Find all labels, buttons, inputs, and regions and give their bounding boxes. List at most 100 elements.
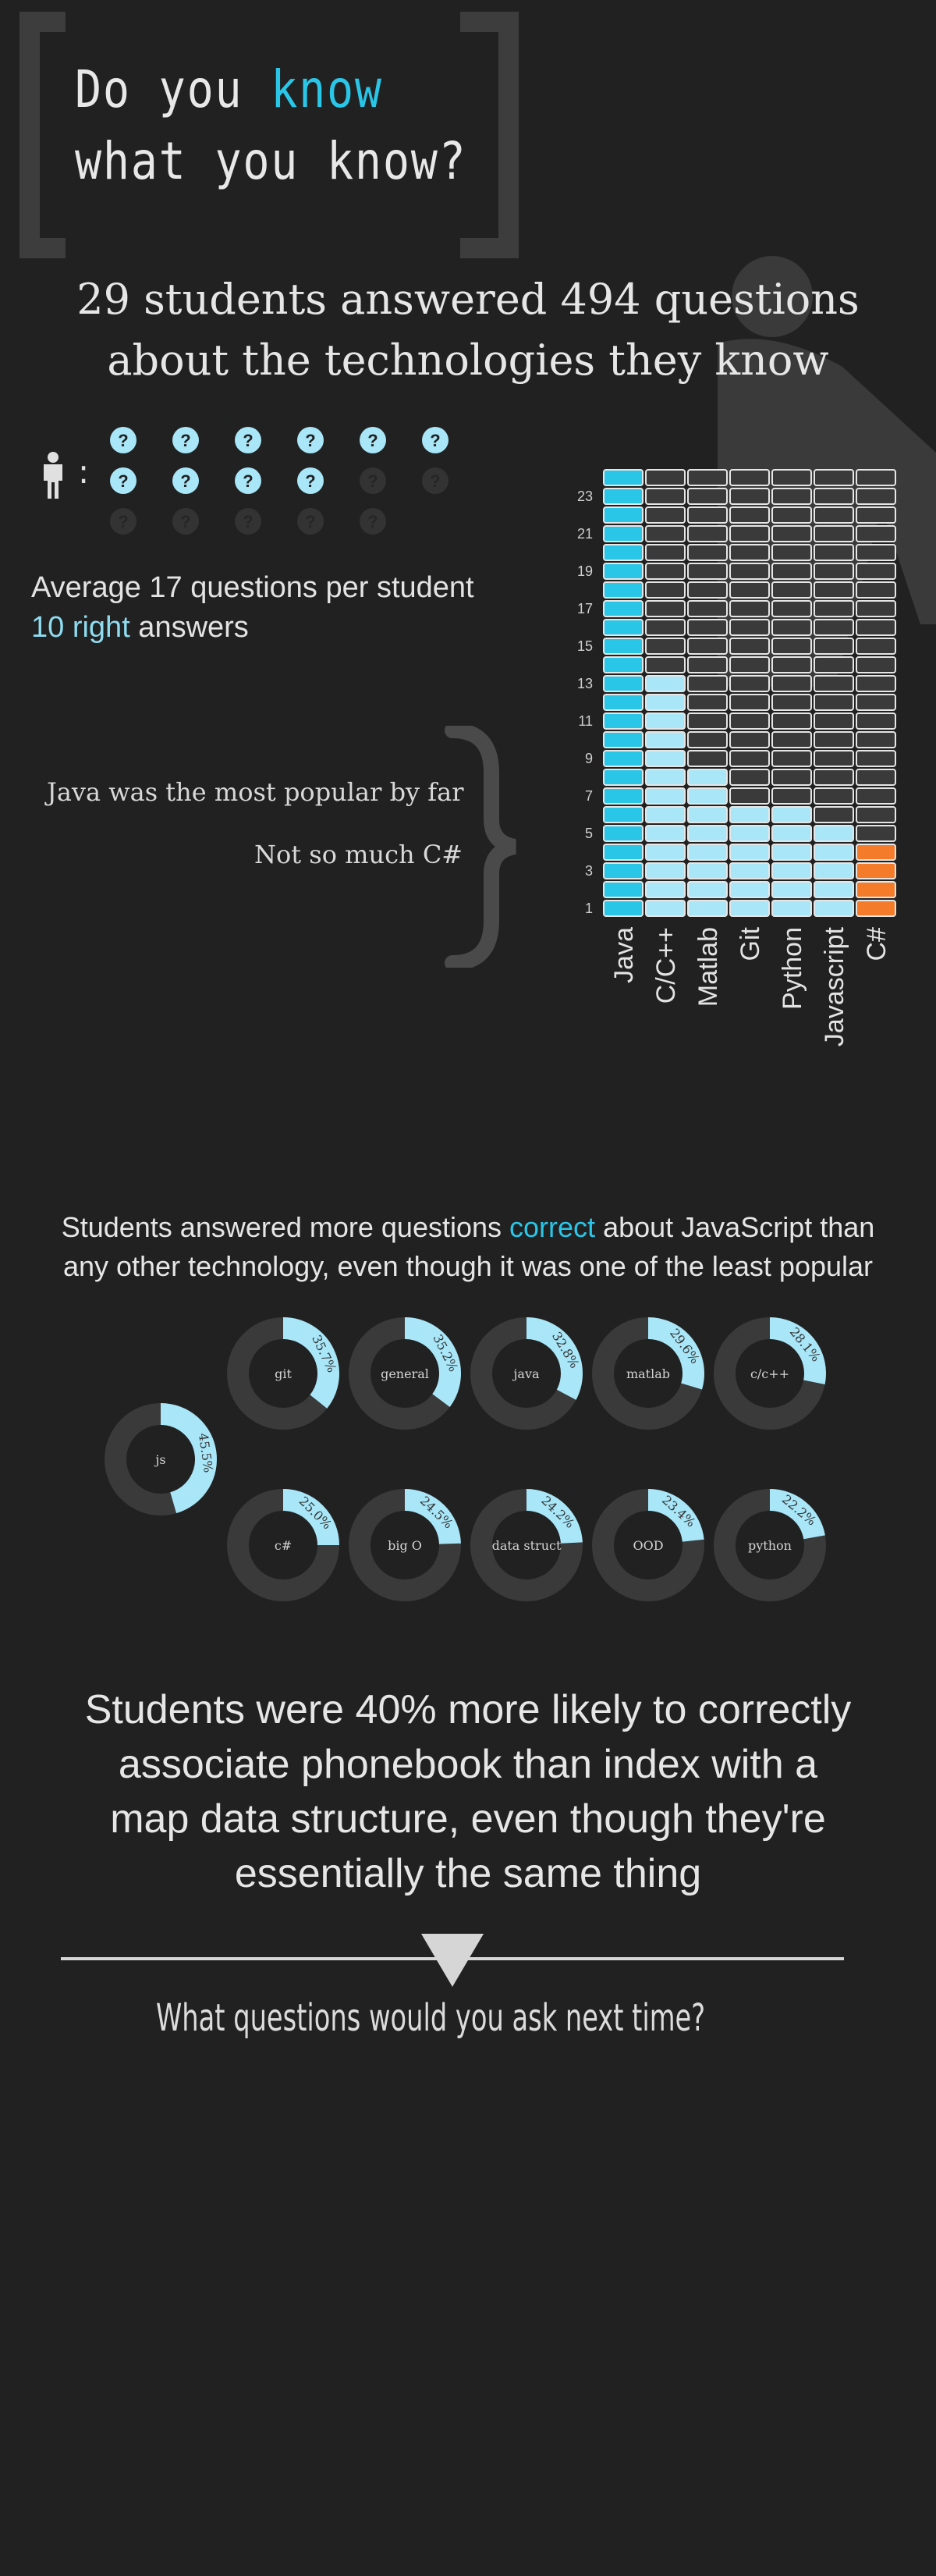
bar-unit-empty — [687, 506, 728, 524]
bar-unit-empty — [645, 525, 686, 542]
y-tick-label: 15 — [577, 638, 593, 654]
bar-unit-empty — [856, 769, 896, 786]
bar-unit-filled — [645, 825, 686, 842]
bar-unit-empty — [856, 638, 896, 655]
bar-unit-empty — [645, 656, 686, 673]
y-tick-label: 23 — [577, 489, 593, 504]
svg-text:?: ? — [180, 512, 190, 531]
bar-unit-empty — [687, 469, 728, 486]
bar-unit-filled — [771, 862, 812, 879]
bar-unit-empty — [687, 563, 728, 580]
bar-unit-filled — [645, 750, 686, 767]
bar-unit-filled — [645, 731, 686, 748]
bar-unit-filled — [603, 600, 644, 617]
title-bracket-frame — [20, 12, 519, 258]
bar-unit-filled — [645, 900, 686, 917]
bar-unit-empty — [687, 675, 728, 692]
bar-unit-filled — [814, 881, 854, 898]
svg-text:?: ? — [180, 431, 190, 450]
svg-text:?: ? — [430, 471, 440, 491]
bar-unit-filled — [603, 694, 644, 711]
bar-unit-empty — [645, 469, 686, 486]
bar-unit-empty — [771, 750, 812, 767]
bar-unit-empty — [687, 544, 728, 561]
bar-unit-empty — [687, 600, 728, 617]
bar-unit-empty — [771, 638, 812, 655]
bar-unit-empty — [687, 750, 728, 767]
bar-unit-empty — [729, 619, 770, 636]
title-text: Do you — [75, 59, 271, 119]
bar-unit-empty — [687, 638, 728, 655]
donut-slice — [282, 1489, 339, 1546]
bar-unit-filled — [645, 862, 686, 879]
bar-unit-filled — [603, 769, 644, 786]
right-answers-suffix: answers — [129, 611, 249, 644]
bar-unit-filled — [687, 881, 728, 898]
bar-unit-empty — [814, 525, 854, 542]
closing-question: What questions would you ask next time? — [156, 1996, 706, 2040]
donut-category-label: c/c++ — [750, 1366, 789, 1381]
finding-highlight: correct — [509, 1211, 596, 1243]
bar-unit-empty — [856, 787, 896, 805]
bar-unit-empty — [856, 600, 896, 617]
bar-unit-empty — [729, 769, 770, 786]
bar-unit-empty — [645, 563, 686, 580]
question-circle-icon: ? — [360, 427, 386, 453]
bar-unit-filled — [771, 844, 812, 861]
bar-unit-filled — [645, 806, 686, 823]
bar-unit-filled — [603, 900, 644, 917]
svg-text:?: ? — [180, 471, 190, 491]
bar-unit-filled — [603, 469, 644, 486]
bar-unit-empty — [771, 563, 812, 580]
bar-unit-empty — [729, 600, 770, 617]
bar-unit-empty — [729, 544, 770, 561]
bar-unit-empty — [771, 694, 812, 711]
bar-unit-filled — [771, 806, 812, 823]
question-circle-icon: ? — [297, 427, 324, 453]
x-tick-label: Git — [736, 926, 765, 961]
bar-unit-filled — [645, 769, 686, 786]
bar-unit-empty — [814, 488, 854, 505]
bar-unit-filled — [814, 900, 854, 917]
bar-unit-empty — [771, 675, 812, 692]
bar-unit-empty — [729, 525, 770, 542]
bar-unit-filled — [814, 825, 854, 842]
svg-text:?: ? — [367, 431, 378, 450]
bar-unit-empty — [687, 694, 728, 711]
donut-js: js 45.5% — [105, 1403, 217, 1515]
java-note: Java was the most popular by far — [47, 777, 464, 807]
bar-unit-empty — [729, 488, 770, 505]
finding-text-a: Students answered more questions — [61, 1211, 510, 1243]
question-circle-icon: ? — [360, 508, 386, 535]
icon-colon: : — [78, 453, 90, 491]
svg-text:?: ? — [367, 512, 378, 531]
conclusion-line1: Students were 40% more likely to correct… — [84, 1687, 852, 1732]
bar-unit-empty — [645, 600, 686, 617]
question-circle-icon: ? — [235, 427, 261, 453]
bar-unit-empty — [645, 506, 686, 524]
bar-unit-empty — [771, 581, 812, 599]
bar-unit-empty — [771, 656, 812, 673]
bar-unit-empty — [729, 731, 770, 748]
bar-unit-filled — [603, 881, 644, 898]
page-title-line1: Do you know — [75, 59, 383, 119]
bar-unit-empty — [814, 619, 854, 636]
bar-unit-empty — [814, 600, 854, 617]
bar-unit-empty — [729, 712, 770, 730]
svg-text:?: ? — [305, 512, 315, 531]
technology-popularity-chart: Java C/C++ Matlab Git Python Javascript C#1357… — [577, 469, 896, 1046]
bar-unit-empty — [856, 712, 896, 730]
bar-unit-filled — [603, 525, 644, 542]
donut-slice — [404, 1489, 461, 1545]
question-circle-icon: ? — [172, 508, 199, 535]
y-tick-label: 7 — [585, 788, 593, 804]
bar-unit-empty — [645, 619, 686, 636]
right-answers-highlight: 10 right — [31, 611, 130, 644]
bar-unit-filled — [603, 656, 644, 673]
question-circle-icon: ? — [110, 467, 136, 494]
bar-unit-filled — [687, 900, 728, 917]
y-tick-label: 21 — [577, 526, 593, 542]
bar-unit-empty — [729, 638, 770, 655]
